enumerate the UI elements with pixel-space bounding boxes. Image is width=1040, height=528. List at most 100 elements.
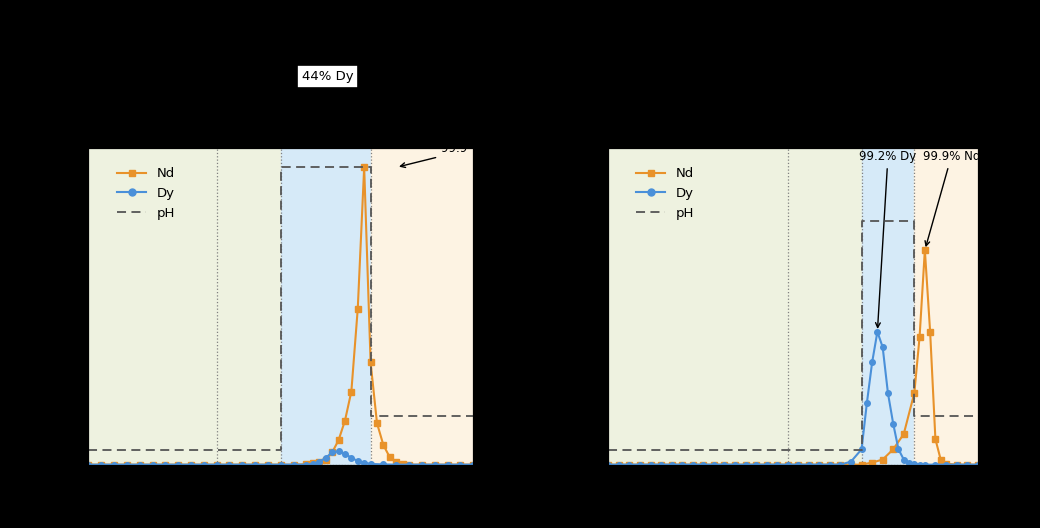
Dy bbox=[951, 461, 963, 468]
Nd bbox=[402, 461, 415, 468]
Nd bbox=[133, 461, 146, 468]
Y-axis label: REE (μM): REE (μM) bbox=[554, 267, 569, 345]
Dy bbox=[454, 461, 467, 468]
Dy bbox=[249, 461, 261, 468]
Nd bbox=[352, 306, 364, 312]
Nd bbox=[934, 456, 946, 463]
Dy bbox=[971, 461, 984, 468]
Dy bbox=[467, 461, 479, 468]
Dy bbox=[319, 455, 332, 461]
Bar bbox=[281, 148, 370, 465]
Bar bbox=[608, 148, 861, 465]
Dy bbox=[729, 461, 742, 468]
Nd bbox=[971, 461, 984, 468]
Nd bbox=[602, 461, 615, 468]
Dy bbox=[686, 461, 699, 468]
Dy bbox=[402, 461, 415, 468]
Bar bbox=[88, 148, 281, 465]
Nd bbox=[760, 461, 773, 468]
Dy bbox=[198, 461, 210, 468]
Dy bbox=[707, 461, 720, 468]
Dy bbox=[326, 449, 338, 456]
Dy bbox=[623, 461, 635, 468]
Dy bbox=[633, 461, 646, 468]
Nd bbox=[750, 461, 762, 468]
Dy bbox=[771, 461, 783, 468]
Nd bbox=[339, 418, 352, 424]
Dy bbox=[210, 461, 223, 468]
Nd bbox=[824, 461, 836, 468]
Legend: Nd, Dy, pH: Nd, Dy, pH bbox=[110, 161, 182, 226]
Dy bbox=[358, 459, 370, 466]
Nd bbox=[855, 461, 867, 468]
Dy bbox=[961, 461, 973, 468]
Nd bbox=[454, 461, 467, 468]
Dy bbox=[95, 461, 107, 468]
Nd bbox=[940, 460, 953, 467]
Dy bbox=[739, 461, 752, 468]
Dy bbox=[339, 450, 352, 457]
Nd bbox=[467, 461, 479, 468]
Dy bbox=[262, 461, 275, 468]
Line: Dy: Dy bbox=[605, 329, 981, 467]
Bar bbox=[914, 148, 978, 465]
Dy bbox=[666, 461, 678, 468]
Nd bbox=[645, 461, 657, 468]
Text: 99.2% Dy: 99.2% Dy bbox=[859, 150, 916, 327]
Nd bbox=[147, 461, 159, 468]
Dy bbox=[236, 461, 249, 468]
Dy bbox=[719, 461, 731, 468]
Dy bbox=[903, 459, 915, 466]
Nd bbox=[908, 390, 920, 397]
Dy bbox=[760, 461, 773, 468]
Dy bbox=[834, 461, 847, 468]
Y-axis label: pH: pH bbox=[509, 295, 523, 318]
Nd bbox=[198, 461, 210, 468]
Dy bbox=[313, 458, 326, 465]
Text: pH 3.0
washing: pH 3.0 washing bbox=[260, 110, 309, 138]
Nd bbox=[441, 461, 453, 468]
Dy bbox=[147, 461, 159, 468]
Text: 99.9 % Nd: 99.9 % Nd bbox=[400, 142, 502, 167]
Nd bbox=[428, 461, 441, 468]
Nd bbox=[771, 461, 783, 468]
Nd bbox=[844, 461, 857, 468]
Dy bbox=[861, 400, 874, 407]
Dy bbox=[333, 448, 345, 455]
Nd bbox=[396, 461, 409, 467]
Bar bbox=[370, 148, 473, 465]
Dy bbox=[378, 461, 390, 468]
Nd bbox=[210, 461, 223, 468]
Y-axis label: REE (μM): REE (μM) bbox=[26, 267, 42, 345]
Nd bbox=[313, 459, 326, 465]
Nd bbox=[929, 436, 941, 442]
Dy bbox=[287, 461, 300, 468]
Nd bbox=[676, 461, 688, 468]
Nd bbox=[813, 461, 826, 468]
Text: pH 3.0
washing: pH 3.0 washing bbox=[795, 110, 843, 138]
Nd bbox=[345, 389, 358, 395]
Nd bbox=[666, 461, 678, 468]
Nd bbox=[95, 461, 107, 468]
Dy bbox=[877, 344, 889, 350]
Nd bbox=[287, 461, 300, 468]
Dy bbox=[301, 461, 313, 468]
X-axis label: Bed Volume: Bed Volume bbox=[230, 493, 332, 508]
Text: Two pH-step
desorption: Two pH-step desorption bbox=[333, 110, 406, 138]
Nd bbox=[326, 449, 338, 456]
Dy bbox=[929, 461, 941, 468]
Nd bbox=[686, 461, 699, 468]
Dy bbox=[121, 461, 133, 468]
Nd bbox=[364, 359, 376, 365]
Dy bbox=[844, 458, 857, 465]
Nd bbox=[224, 461, 236, 468]
Nd bbox=[358, 164, 370, 171]
Dy bbox=[750, 461, 762, 468]
Nd bbox=[918, 247, 931, 253]
Nd bbox=[371, 420, 384, 427]
Dy bbox=[887, 421, 900, 427]
Nd bbox=[913, 334, 926, 340]
Nd bbox=[729, 461, 742, 468]
Dy bbox=[908, 460, 920, 467]
Dy bbox=[892, 446, 905, 452]
